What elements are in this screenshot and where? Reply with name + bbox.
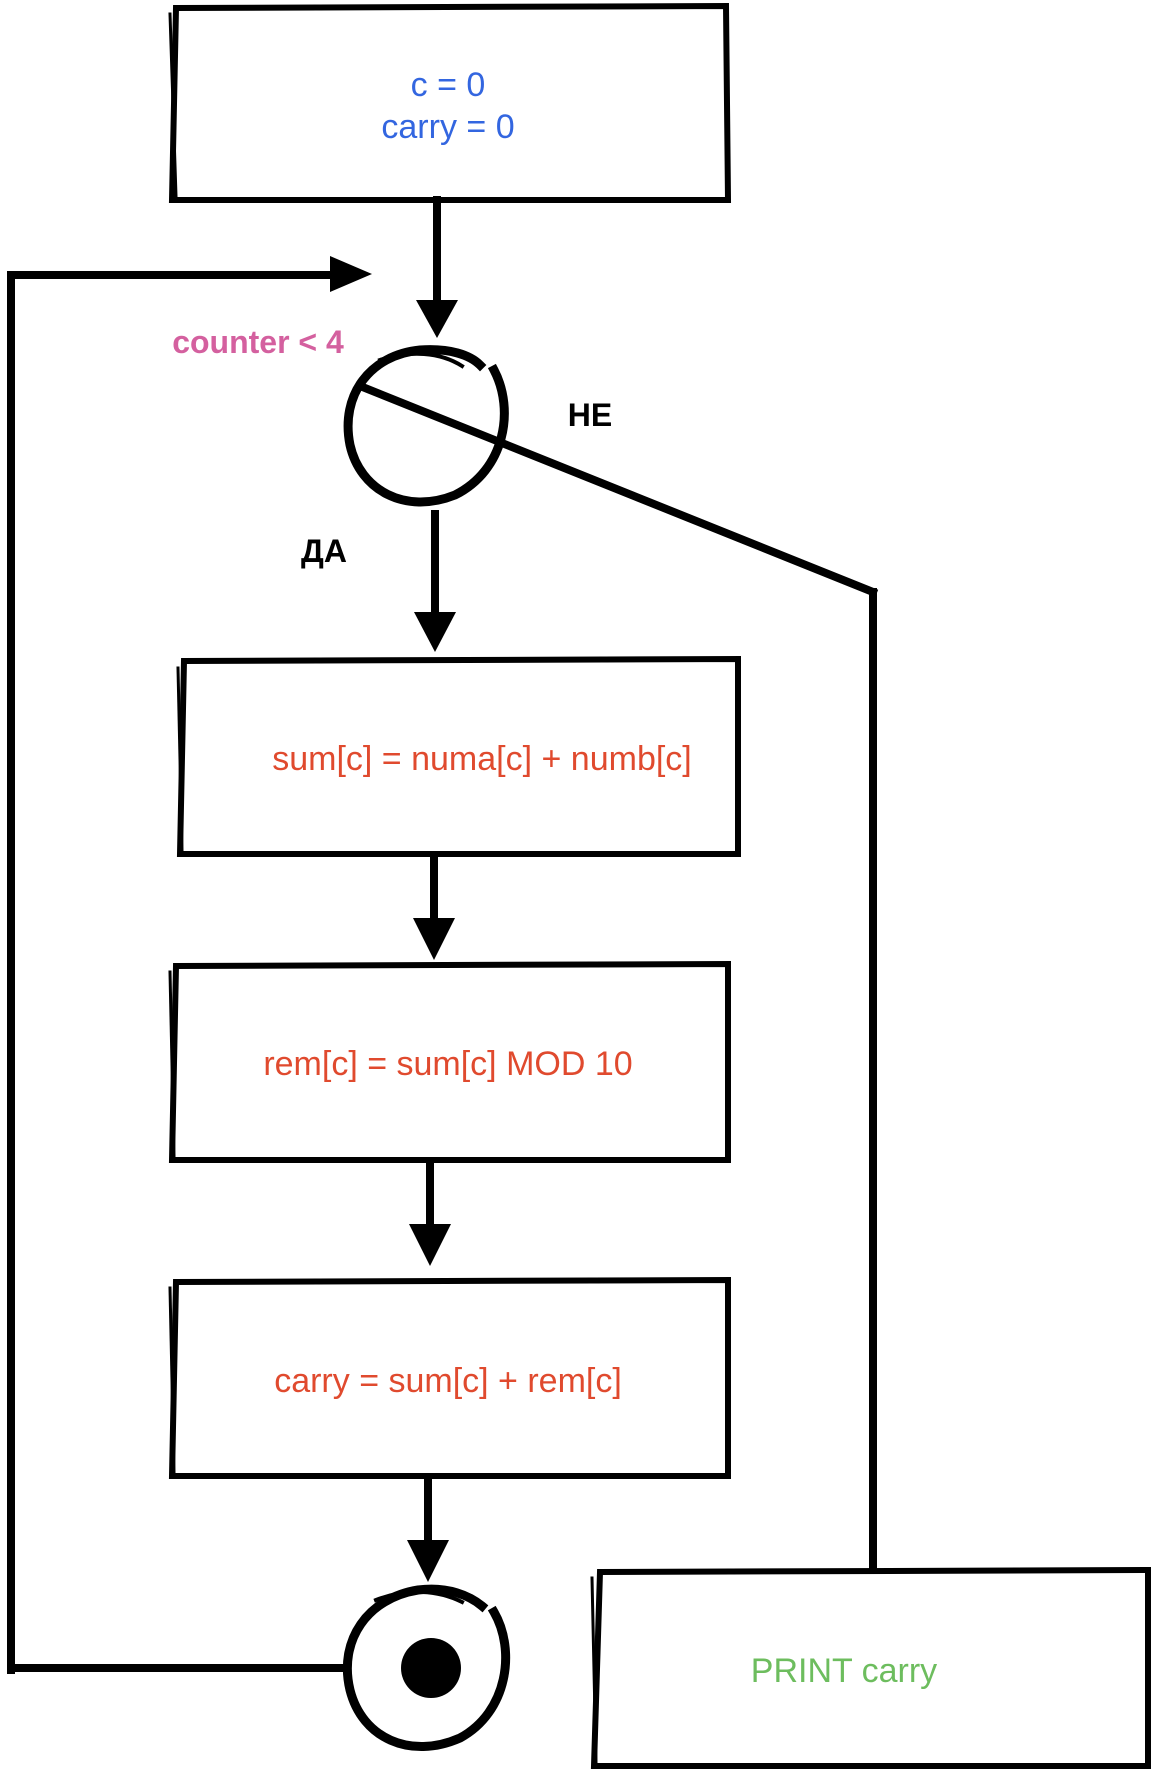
decision-condition: counter < 4	[172, 324, 344, 360]
arrowhead-box2-to-box3	[409, 1224, 451, 1266]
yes-label: ДА	[301, 533, 347, 569]
init-box[interactable]	[168, 2, 732, 203]
no-label: НЕ	[568, 397, 612, 433]
process-box-3[interactable]	[168, 1276, 731, 1479]
output-box-text: PRINT carry	[751, 1652, 937, 1690]
init-line-2: carry = 0	[381, 108, 514, 146]
process-box-2-text: rem[c] = sum[c] MOD 10	[263, 1045, 632, 1083]
arrowhead-init-to-decision	[416, 300, 458, 338]
merge-node-icon[interactable]	[342, 1584, 511, 1751]
arrowhead-box1-to-box2	[413, 918, 455, 960]
init-line-1: c = 0	[411, 66, 486, 104]
loop-return-arrowhead	[330, 256, 372, 292]
arrowhead-box3-to-end	[407, 1540, 449, 1582]
decision-circle-icon[interactable]	[343, 345, 509, 507]
output-box[interactable]	[590, 1566, 1151, 1769]
arrowhead-decision-to-box1	[414, 612, 456, 652]
process-box-2[interactable]	[168, 960, 731, 1163]
process-box-1-text: sum[c] = numa[c] + numb[c]	[272, 740, 692, 778]
no-branch-diagonal	[359, 382, 879, 598]
process-box-1[interactable]	[176, 655, 741, 857]
process-box-3-text: carry = sum[c] + rem[c]	[274, 1362, 622, 1400]
